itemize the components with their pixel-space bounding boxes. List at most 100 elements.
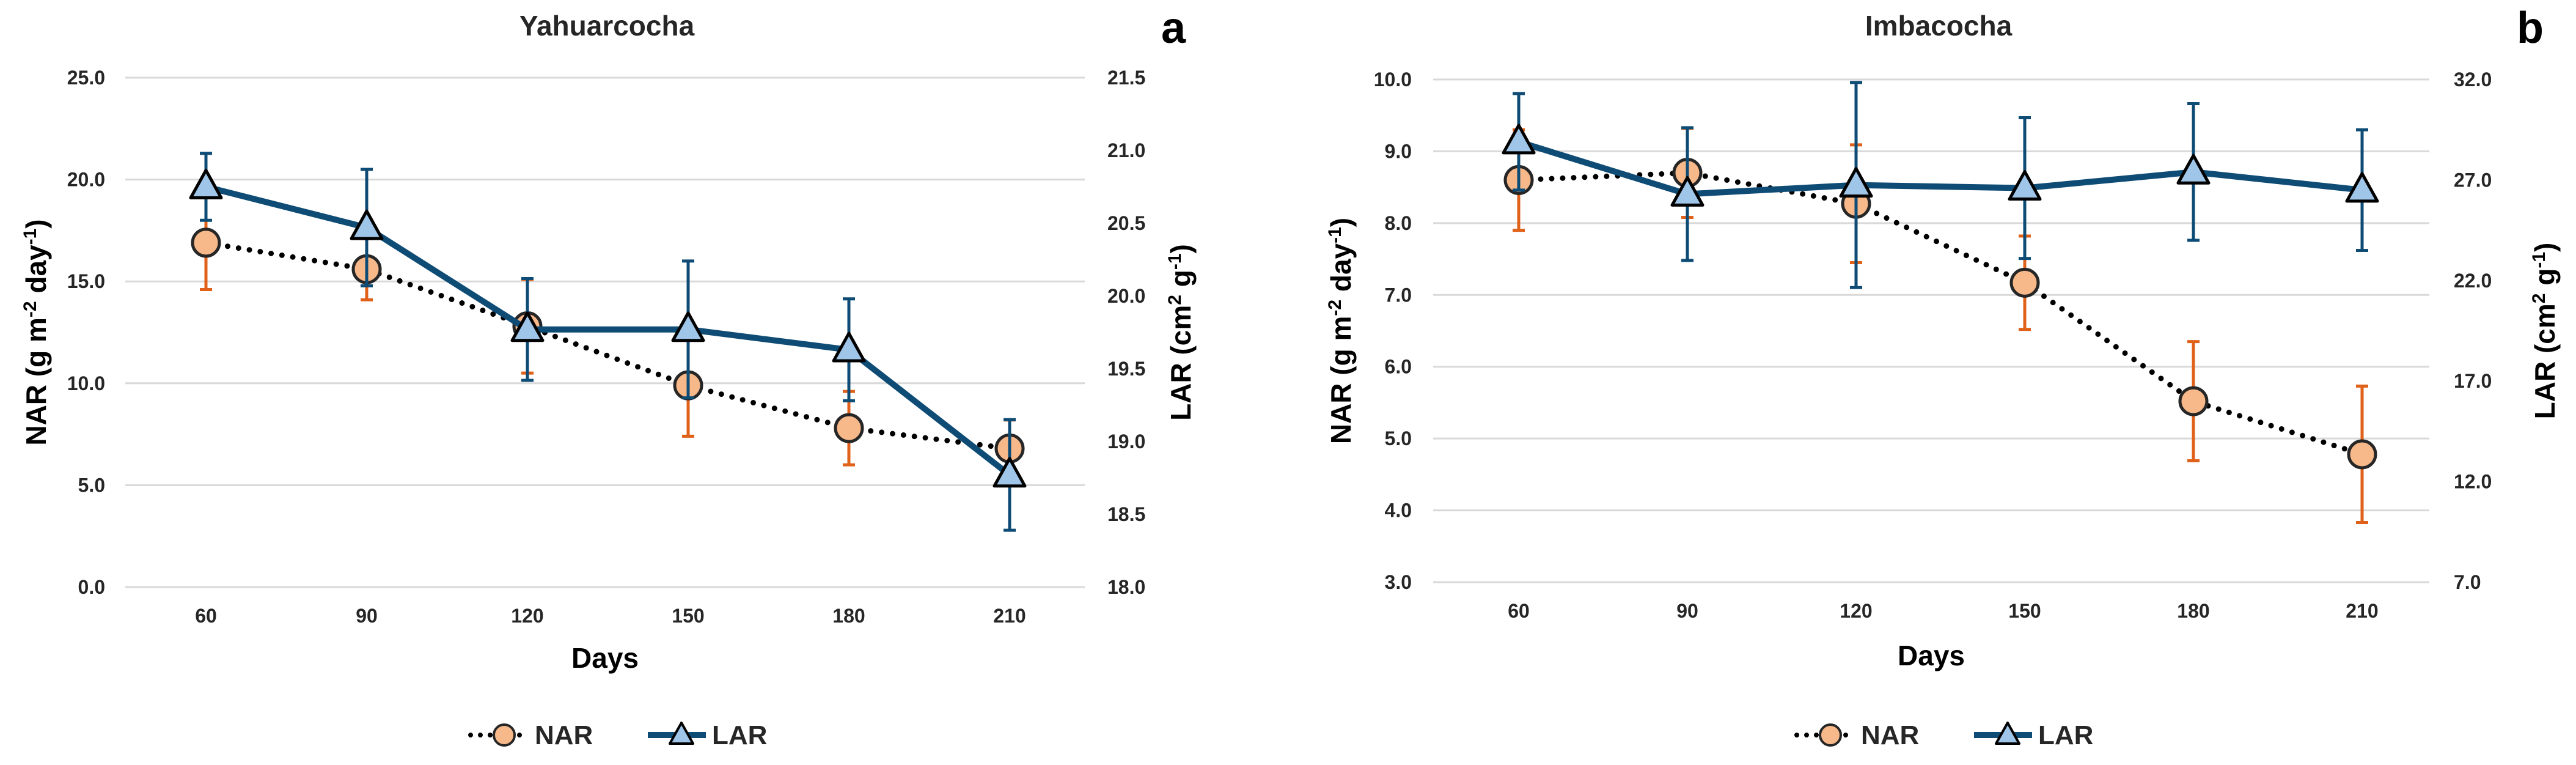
x-tick-label: 60 <box>195 605 217 627</box>
x-tick-label: 180 <box>832 605 865 627</box>
y-left-tick-label: 25.0 <box>67 67 105 89</box>
chart-title: Imbacocha <box>1865 10 2013 42</box>
x-tick-label: 90 <box>356 605 378 627</box>
axis-label-superscript: -1 <box>2529 252 2549 268</box>
axis-label-superscript: -2 <box>1325 300 1345 316</box>
y-right-tick-label: 17.0 <box>2454 370 2492 392</box>
data-point <box>2176 153 2211 185</box>
y-right-tick-label: 18.0 <box>1107 576 1145 598</box>
series-lar <box>189 152 1027 532</box>
x-tick-label: 120 <box>511 605 543 627</box>
series-lar <box>1502 81 2379 289</box>
data-point <box>350 209 384 240</box>
axis-label-part: ) <box>1325 218 1357 227</box>
axis-label-superscript: -1 <box>1325 227 1345 243</box>
y-left-axis-label: NAR (g m-2 day-1) <box>1325 218 1357 444</box>
data-point <box>834 413 864 443</box>
y-right-tick-label: 21.0 <box>1107 139 1145 161</box>
panel-label: a <box>1161 4 1186 53</box>
y-right-tick-label: 19.5 <box>1107 358 1145 380</box>
axis-label-part: day <box>20 245 52 301</box>
y-right-tick-label: 12.0 <box>2454 471 2492 493</box>
axis-label-part: g <box>1165 270 1197 295</box>
data-point <box>671 311 705 342</box>
data-point <box>2347 439 2377 470</box>
legend-marker <box>669 722 694 745</box>
y-left-tick-label: 5.0 <box>78 474 105 496</box>
data-point <box>2008 170 2042 201</box>
data-point <box>2178 386 2209 416</box>
legend-label: LAR <box>712 720 767 750</box>
y-left-tick-label: 6.0 <box>1385 356 1412 378</box>
data-point <box>1839 167 1873 198</box>
y-left-tick-label: 8.0 <box>1385 212 1412 234</box>
legend-item-nar: NAR <box>1794 720 1919 750</box>
y-right-axis-label: LAR (cm2 g-1) <box>1165 244 1197 421</box>
axis-label-part: LAR (cm <box>1165 305 1197 421</box>
y-right-tick-label: 27.0 <box>2454 169 2492 191</box>
series-line <box>205 183 1012 478</box>
legend-marker <box>493 723 516 747</box>
data-point <box>189 169 223 199</box>
y-left-tick-label: 4.0 <box>1385 500 1412 522</box>
data-point <box>832 331 866 363</box>
y-right-tick-label: 20.5 <box>1107 212 1145 234</box>
axis-label-superscript: -1 <box>20 229 40 245</box>
data-point <box>1670 176 1704 207</box>
chart-title: Yahuarcocha <box>519 10 695 42</box>
legend: NAR LAR <box>468 720 767 750</box>
legend-label: LAR <box>2038 720 2093 750</box>
axis-label-part: ) <box>1165 244 1197 253</box>
axis-label-superscript: -1 <box>1165 253 1185 270</box>
series-line <box>1517 139 2363 198</box>
series-line <box>203 240 1013 451</box>
legend-label: NAR <box>535 720 593 750</box>
x-tick-label: 150 <box>2008 600 2041 622</box>
data-point <box>510 311 545 342</box>
y-left-tick-label: 7.0 <box>1385 284 1412 306</box>
series-line <box>1516 170 2365 457</box>
y-right-tick-label: 21.5 <box>1107 67 1145 89</box>
y-left-tick-label: 5.0 <box>1385 427 1412 449</box>
legend: NAR LAR <box>1794 720 2093 750</box>
x-tick-label: 180 <box>2177 600 2209 622</box>
x-tick-label: 60 <box>1508 600 1530 622</box>
y-left-axis-label: NAR (g m-2 day-1) <box>20 219 53 445</box>
axis-label-superscript: 2 <box>1165 295 1185 305</box>
x-tick-label: 90 <box>1676 600 1698 622</box>
legend-label: NAR <box>1861 720 1919 750</box>
y-left-tick-label: 0.0 <box>78 576 105 598</box>
y-right-tick-label: 32.0 <box>2454 68 2492 91</box>
legend-item-nar: NAR <box>468 720 593 750</box>
axis-label-superscript: 2 <box>2529 294 2549 304</box>
y-right-tick-label: 18.5 <box>1107 503 1145 525</box>
axis-label-part: day <box>1325 243 1357 299</box>
data-point <box>1502 124 1536 155</box>
y-right-tick-label: 19.0 <box>1107 431 1145 453</box>
y-right-tick-label: 20.0 <box>1107 285 1145 307</box>
chart-panel-b: Imbacocha b 3.0 4.0 5.0 6.0 7.0 8.0 9.0 10.0 7.0 12… <box>1325 4 2561 750</box>
y-left-tick-label: 9.0 <box>1385 140 1412 162</box>
y-right-axis-label: LAR (cm2 g-1) <box>2529 243 2561 419</box>
axis-label-part: ) <box>20 219 52 228</box>
x-tick-label: 150 <box>672 605 704 627</box>
legend-marker <box>1819 723 1842 747</box>
y-left-tick-label: 3.0 <box>1385 571 1412 593</box>
x-axis-label: Days <box>571 642 639 674</box>
x-tick-label: 210 <box>993 605 1026 627</box>
series-nar <box>191 194 1025 479</box>
y-left-tick-label: 15.0 <box>67 270 105 292</box>
data-point <box>191 227 221 258</box>
legend-marker <box>1995 722 2020 745</box>
x-axis-label: Days <box>1898 640 1965 671</box>
y-right-tick-label: 7.0 <box>2454 571 2481 593</box>
axis-label-part: ) <box>2529 243 2561 252</box>
axis-label-part: NAR (g m <box>20 317 52 446</box>
axis-label-superscript: -2 <box>20 301 40 317</box>
y-left-tick-label: 10.0 <box>67 372 105 394</box>
y-left-tick-label: 20.0 <box>67 169 105 191</box>
data-point <box>993 457 1027 488</box>
axis-label-part: NAR (g m <box>1325 316 1357 445</box>
data-point <box>2009 267 2040 298</box>
